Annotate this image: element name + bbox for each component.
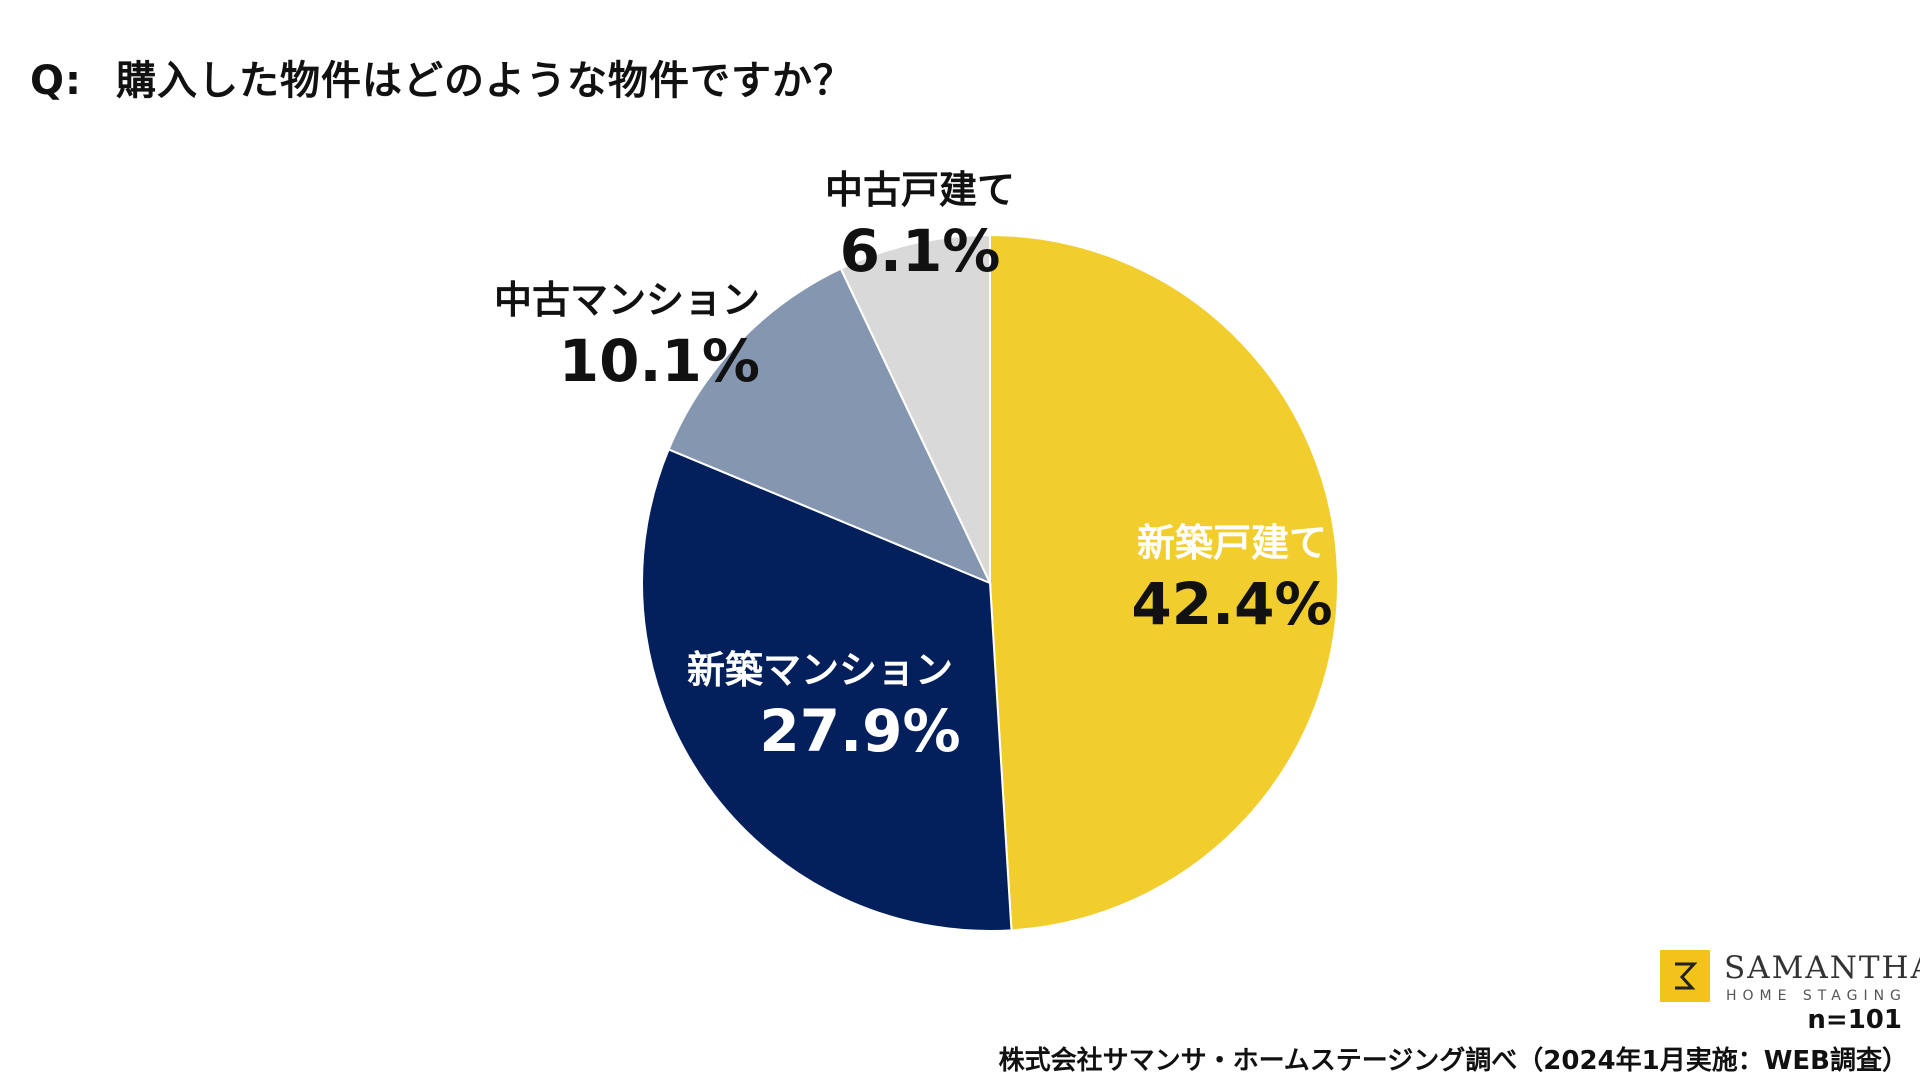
question-text: 購入した物件はどのような物件ですか？ [116,58,854,104]
slice-value: 6.1% [839,217,1001,285]
logo-subtitle: HOME STAGING [1726,988,1907,1004]
question-prefix: Q: [30,58,82,104]
logo-name: SAMANTHA [1724,950,1920,986]
slice-name: 新築戸建て [1136,521,1327,565]
slice-label-used-condo: 中古マンション 10.1% [460,275,760,397]
logo-mark-icon [1660,950,1710,1002]
slice-new-condo [640,448,1013,932]
company-logo: SAMANTHA HOME STAGING [1660,950,1920,1006]
slice-label-new-house: 新築戸建て 42.4% [1112,518,1352,640]
slice-label-new-condo: 新築マンション 27.9% [670,645,970,767]
slice-value: 10.1% [558,327,760,395]
slice-used-house [839,233,991,584]
sample-size: n=101 [1807,1005,1902,1035]
slice-new-house [989,233,1340,932]
slice-name: 中古マンション [493,278,760,322]
slice-label-used-house: 中古戸建て 6.1% [800,165,1040,287]
slice-value: 42.4% [1131,570,1333,638]
question-title: Q: 購入した物件はどのような物件ですか？ [30,48,854,106]
slice-name: 中古戸建て [824,168,1015,212]
slice-value: 27.9% [759,697,961,765]
slice-name: 新築マンション [686,648,953,692]
source-note: 株式会社サマンサ・ホームステージング調べ（2024年1月実施：WEB調査） [998,1046,1908,1076]
slice-used-condo [667,267,993,585]
